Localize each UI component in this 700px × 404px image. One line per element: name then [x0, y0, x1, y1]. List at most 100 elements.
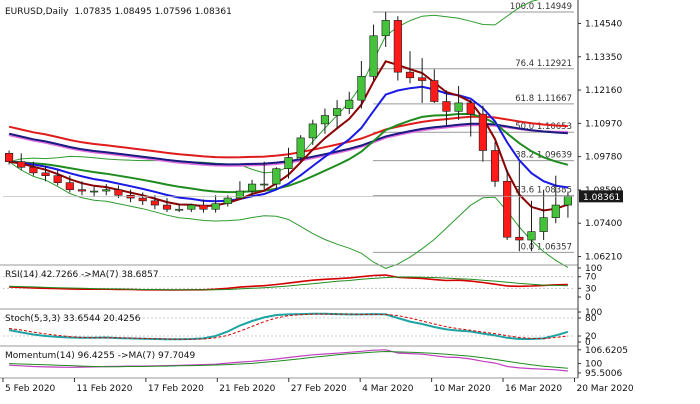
candle	[90, 186, 99, 197]
candle	[381, 11, 390, 47]
candle-body	[478, 113, 487, 151]
time-tick-label: 17 Feb 2020	[148, 384, 204, 394]
candle-body	[272, 168, 281, 185]
current-price-box	[579, 190, 623, 203]
candle	[260, 161, 269, 190]
price-tick-label: 1.06210	[585, 253, 622, 263]
fib-level-label: 50.0 1.10653	[515, 122, 572, 132]
candle	[308, 119, 317, 145]
candle	[478, 105, 487, 162]
candle-body	[162, 204, 172, 210]
candle-body	[211, 203, 220, 210]
candle-body	[114, 189, 123, 196]
pane-tick-label: 106.6205	[585, 346, 628, 356]
candle-body	[308, 123, 317, 139]
candle	[442, 90, 451, 126]
pane-title: Stoch(5,3,3) 33.6544 20.4256	[5, 314, 141, 324]
candles	[5, 11, 572, 252]
candle	[527, 200, 536, 252]
time-tick-label: 21 Feb 2020	[219, 384, 275, 394]
price-tick-label: 1.10970	[585, 119, 622, 129]
candle-body	[77, 189, 87, 192]
candle-body	[29, 166, 38, 174]
candle	[320, 108, 330, 134]
candle-body	[369, 35, 378, 77]
candle-body	[357, 76, 366, 101]
candle	[418, 58, 427, 103]
candle	[503, 170, 512, 241]
candle-body	[235, 190, 244, 199]
time-axis: 5 Feb 2020 11 Feb 2020 17 Feb 2020 21 Feb 2…	[0, 377, 634, 394]
candle	[77, 181, 87, 196]
candle	[539, 189, 548, 241]
candle-body	[551, 204, 560, 218]
symbol-label: EURUSD,Daily	[5, 7, 69, 17]
pane-tick-label: 95.5006	[585, 369, 622, 379]
time-tick-label: 10 Mar 2020	[434, 384, 491, 394]
candle-body	[102, 189, 111, 192]
candle-body	[515, 236, 524, 241]
candle-body	[563, 196, 572, 206]
pane-tick-label: 0	[585, 338, 591, 348]
candle-body	[187, 204, 196, 210]
candle-body	[333, 108, 342, 116]
candle-body	[503, 180, 512, 238]
candle	[114, 185, 123, 199]
candle-body	[393, 20, 402, 73]
pane-tick-label: 0	[585, 293, 591, 303]
time-tick-label: 16 Mar 2020	[505, 384, 562, 394]
time-tick-label: 5 Feb 2020	[5, 384, 56, 394]
candle	[284, 147, 293, 179]
candle	[272, 167, 281, 190]
current-price-label: 1.08361	[583, 193, 620, 203]
candle	[405, 51, 415, 84]
pane-tick-label: 100	[585, 264, 602, 274]
candle-body	[138, 197, 147, 202]
ema-green-line	[9, 113, 569, 194]
candle-body	[260, 183, 269, 186]
candle	[162, 198, 172, 213]
candle-body	[345, 99, 354, 109]
candle	[5, 150, 14, 165]
candle	[29, 161, 38, 176]
candle	[333, 100, 342, 129]
pane-tick-label: 100	[585, 360, 602, 370]
candle	[430, 69, 439, 103]
candle	[454, 86, 463, 120]
candle-body	[53, 175, 62, 183]
candle	[53, 170, 62, 186]
candle	[102, 184, 111, 196]
series-line	[9, 313, 568, 340]
candle-body	[454, 102, 463, 112]
pane-title: Momentum(14) 96.4255 ->MA(7) 97.7049	[5, 351, 196, 361]
fib-level-label: 76.4 1.12921	[515, 59, 572, 69]
series-line	[9, 350, 568, 369]
candle-body	[320, 115, 330, 125]
candle	[490, 142, 500, 187]
candle-body	[65, 182, 74, 190]
candle-body	[90, 190, 99, 193]
candle	[175, 203, 184, 213]
candle	[17, 153, 26, 171]
candle	[138, 192, 147, 206]
candle-body	[5, 152, 14, 162]
price-tick-label: 1.13350	[585, 53, 622, 63]
candle	[187, 203, 196, 213]
time-tick-label: 4 Mar 2020	[362, 384, 414, 394]
candle-body	[296, 137, 305, 158]
bollinger-lower-line	[8, 161, 569, 269]
price-tick-label: 1.12160	[585, 86, 622, 96]
pane-tick-label: 80	[585, 314, 597, 324]
candle	[369, 24, 378, 81]
candle-body	[223, 197, 232, 204]
candle	[296, 135, 305, 162]
candle	[515, 161, 524, 252]
price-tick-label: 1.07400	[585, 219, 622, 229]
candle-body	[150, 200, 159, 206]
pane-tick-label: 20	[585, 332, 597, 342]
candle	[466, 100, 475, 137]
